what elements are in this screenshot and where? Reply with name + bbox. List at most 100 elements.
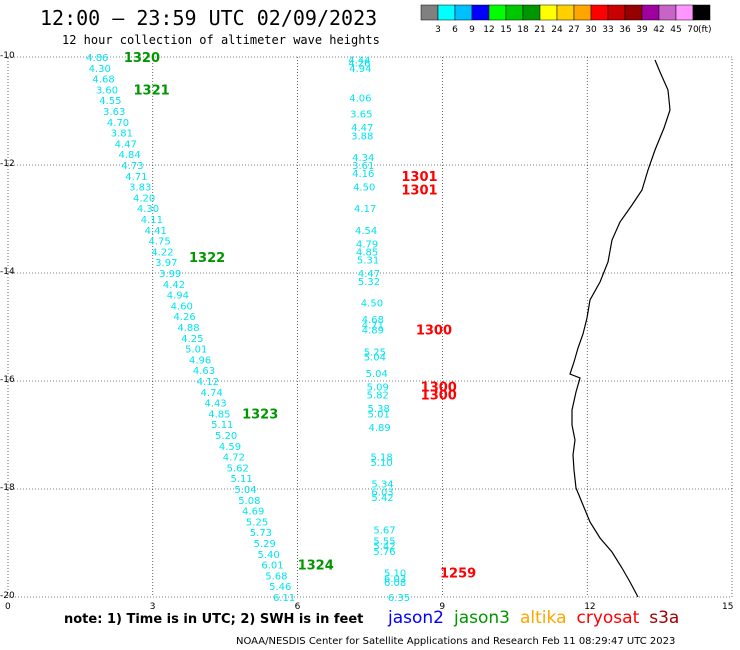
- swh-value-label: 5.82: [367, 391, 389, 402]
- colorbar-label: 6: [452, 25, 458, 35]
- swh-value-label: 5.11: [230, 474, 252, 485]
- swh-value-label: 6.35: [388, 593, 410, 604]
- x-tick-label: 0: [5, 602, 11, 612]
- swh-value-label: 5.09: [367, 382, 389, 393]
- swh-value-label: 5.25: [364, 347, 386, 358]
- swh-value-label: 3.81: [111, 129, 133, 140]
- swh-value-label: 5.08: [238, 496, 260, 507]
- swh-value-label: 4.17: [354, 204, 376, 215]
- map-frame: [7, 56, 733, 598]
- x-tick-label: 12: [584, 602, 596, 612]
- swh-value-label: 4.43: [204, 399, 226, 410]
- x-tick-label: 3: [149, 602, 156, 612]
- swh-value-label: 6.03: [371, 488, 393, 499]
- swh-value-label: 4.60: [171, 301, 193, 312]
- colorbar-label: 70: [687, 25, 699, 35]
- swh-value-label: 5.31: [357, 256, 379, 267]
- swh-value-label: 4.47: [358, 269, 380, 280]
- colorbar-label: 12: [483, 25, 494, 35]
- swh-value-label: 6.01: [261, 561, 283, 572]
- legend-item-s3a: s3a: [649, 608, 680, 628]
- x-tick-label: 6: [294, 602, 301, 612]
- swh-value-label: 3.63: [103, 107, 125, 118]
- swh-value-label: 5.34: [371, 480, 393, 491]
- swh-value-label: 5.67: [373, 526, 395, 537]
- map-title: 12:00 – 23:59 UTC 02/09/2023: [40, 6, 378, 30]
- swh-value-label: 5.32: [358, 277, 380, 288]
- colorbar-label: 21: [534, 25, 545, 35]
- colorbar-label: 39: [636, 25, 648, 35]
- swh-value-label: 4.94: [349, 64, 371, 75]
- swh-value-label: 4.42: [163, 280, 185, 291]
- swh-value-label: 4.44: [348, 56, 370, 67]
- swh-value-label: 4.34: [352, 153, 374, 164]
- swh-value-label: 4.71: [362, 320, 384, 331]
- swh-value-label: 4.16: [352, 169, 374, 180]
- swh-value-label: 4.68: [92, 75, 114, 86]
- swh-value-label: 5.40: [258, 550, 280, 561]
- swh-value-label: 4.69: [242, 507, 264, 518]
- legend-item-altika: altika: [520, 608, 567, 628]
- swh-value-label: 4.63: [193, 366, 215, 377]
- units-note: note: 1) Time is in UTC; 2) SWH is in fe…: [64, 612, 364, 627]
- swh-value-label: 6.11: [273, 593, 295, 604]
- colorbar-label: 24: [551, 25, 563, 35]
- swh-value-label: 4.25: [181, 334, 203, 345]
- x-tick-label: 15: [722, 602, 734, 612]
- pass-time-label: 1300: [421, 389, 457, 404]
- swh-value-label: 5.68: [265, 571, 287, 582]
- credit-line: NOAA/NESDIS Center for Satellite Applica…: [236, 636, 676, 647]
- swh-value-label: 4.70: [107, 118, 129, 129]
- coastline: [569, 59, 671, 598]
- swh-value-label: 4.26: [348, 58, 370, 69]
- colorbar-label: 9: [469, 25, 475, 35]
- swh-value-label: 5.10: [384, 569, 406, 580]
- pass-time-label: 1322: [189, 251, 225, 266]
- swh-value-label: 5.55: [373, 536, 395, 547]
- pass-time-label: 1300: [416, 324, 452, 339]
- color-scale-legend: 3 6 9 12 15 18 21 24 27 30 33 36 39 42 45 70 (ft): [420, 4, 712, 35]
- colorbar-label: 27: [568, 25, 579, 35]
- pass-time-label: 1320: [124, 51, 160, 66]
- swh-value-label: 4.50: [361, 299, 383, 310]
- swh-value-label: 4.86: [86, 53, 108, 64]
- swh-value-label: 5.04: [366, 369, 388, 380]
- colorbar-label: 33: [602, 25, 613, 35]
- swh-value-label: 3.99: [159, 269, 181, 280]
- swh-value-label: 5.42: [371, 493, 393, 504]
- swh-value-label: 4.96: [189, 355, 211, 366]
- swh-value-label: 5.18: [370, 453, 392, 464]
- swh-value-label: 4.85: [208, 409, 230, 420]
- swh-value-label: 5.10: [370, 458, 392, 469]
- swh-value-label: 4.50: [353, 183, 375, 194]
- swh-value-label: 5.01: [368, 409, 390, 420]
- swh-value-label: 4.89: [369, 423, 391, 434]
- swh-value-label: 5.46: [269, 582, 291, 593]
- swh-value-label: 5.11: [211, 420, 233, 431]
- swh-value-label: 4.47: [115, 139, 137, 150]
- colorbar-label: 45: [670, 25, 681, 35]
- swh-value-label: 4.54: [355, 226, 377, 237]
- swh-value-label: 3.83: [129, 183, 151, 194]
- swh-value-label: 5.29: [254, 539, 276, 550]
- pass-time-label: 1259: [440, 567, 476, 582]
- colorbar-label: 15: [500, 25, 511, 35]
- swh-value-label: 4.55: [99, 96, 121, 107]
- swh-value-label: 4.06: [349, 94, 371, 105]
- swh-value-label: 4.59: [219, 442, 241, 453]
- swh-value-label: 4.12: [197, 377, 219, 388]
- legend-item-cryosat: cryosat: [576, 608, 640, 628]
- swh-value-label: 3.97: [155, 258, 177, 269]
- swh-value-label: 4.84: [118, 150, 140, 161]
- swh-value-label: 6.08: [384, 578, 406, 589]
- swh-value-label: 4.88: [177, 323, 199, 334]
- swh-value-label: 5.76: [373, 547, 395, 558]
- pass-time-label: 1301: [401, 183, 437, 198]
- swh-value-label: 4.30: [137, 204, 159, 215]
- swh-value-label: 3.65: [350, 110, 372, 121]
- pass-time-label: 1323: [242, 407, 278, 422]
- swh-value-label: 4.72: [223, 453, 245, 464]
- pass-time-label: 1321: [133, 83, 169, 98]
- y-tick-label: -10: [0, 51, 15, 61]
- swh-value-label: 3.61: [352, 161, 374, 172]
